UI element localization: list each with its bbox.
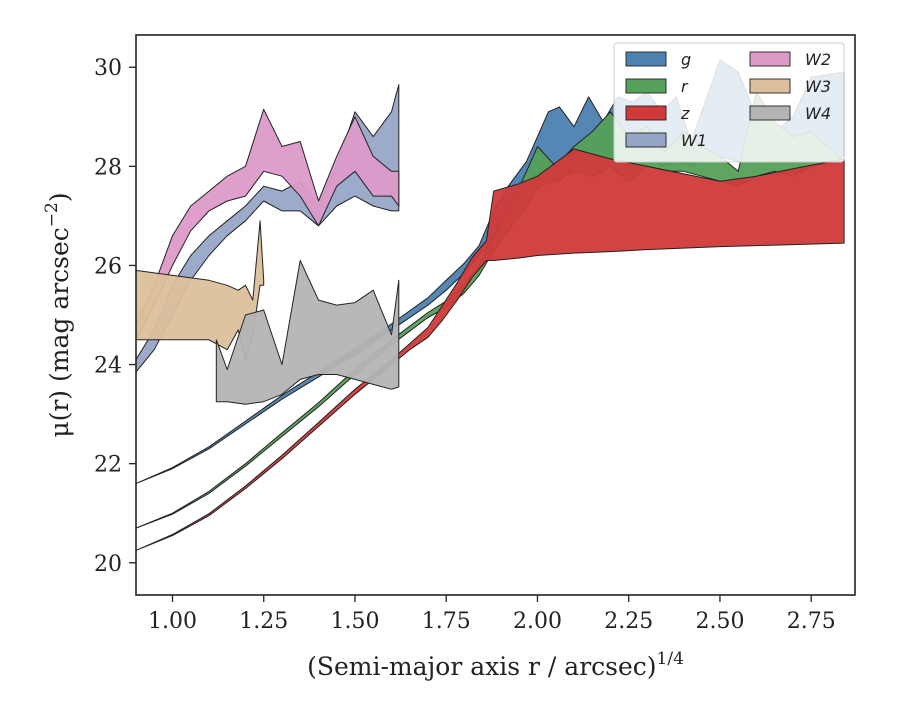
legend-frame bbox=[613, 42, 845, 163]
series-band-w1 bbox=[136, 84, 400, 373]
legend-label-z: z bbox=[680, 104, 690, 123]
legend-label-w4: W4 bbox=[805, 104, 831, 123]
x-tick-label: 2.00 bbox=[513, 609, 562, 634]
legend-swatch-w1 bbox=[625, 132, 667, 148]
x-axis-label: (Semi-major axis r / arcsec)1/4 bbox=[307, 649, 684, 681]
plot-frame bbox=[135, 34, 856, 596]
x-tick-label: 2.50 bbox=[695, 609, 744, 634]
legend-label-w1: W1 bbox=[681, 131, 707, 150]
legend-label-g: g bbox=[681, 50, 691, 69]
y-tick-label: 22 bbox=[94, 453, 122, 478]
x-tick-label: 1.50 bbox=[330, 609, 379, 634]
axes-layer: 1.00 1.25 1.50 1.75 2.00 2.25 2.50 2.75 20 22 24 26… bbox=[42, 34, 856, 681]
legend-swatch-w4 bbox=[749, 105, 791, 121]
y-tick-label: 28 bbox=[94, 155, 122, 180]
legend-label-w3: W3 bbox=[805, 77, 831, 96]
legend-swatch-z bbox=[625, 105, 667, 121]
series-band-z bbox=[136, 148, 845, 551]
y-tick-label: 30 bbox=[94, 56, 122, 81]
legend-swatch-w3 bbox=[749, 78, 791, 94]
legend-label-w2: W2 bbox=[805, 50, 831, 69]
y-tick-label: 20 bbox=[94, 552, 122, 577]
y-tick-label: 26 bbox=[94, 254, 122, 279]
series-band-w2 bbox=[136, 108, 400, 341]
x-tick-label: 2.75 bbox=[787, 609, 836, 634]
legend-label-r: r bbox=[681, 77, 689, 96]
x-tick-label: 1.25 bbox=[239, 609, 288, 634]
y-axis-label: μ(r) (mag arcsec−2) bbox=[42, 192, 74, 437]
legend-swatch-w2 bbox=[749, 51, 791, 67]
legend-swatch-g bbox=[625, 51, 667, 67]
x-tick-label: 1.00 bbox=[148, 609, 197, 634]
x-tick-label: 1.75 bbox=[422, 609, 471, 634]
legend: grz W1 W2 W3 W4 bbox=[613, 42, 845, 163]
series-band-w4 bbox=[215, 260, 400, 405]
x-tick-label: 2.25 bbox=[604, 609, 653, 634]
series-band-w3 bbox=[136, 220, 265, 361]
y-tick-label: 24 bbox=[94, 354, 122, 379]
legend-swatch-r bbox=[625, 78, 667, 94]
